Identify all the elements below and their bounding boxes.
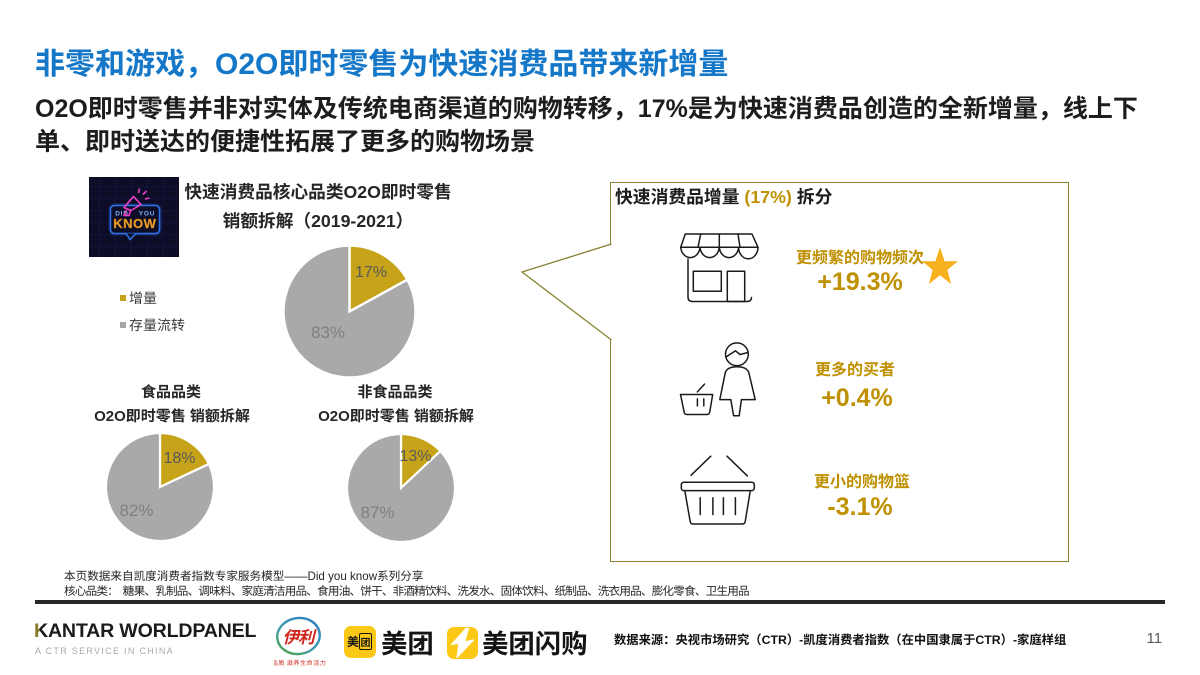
svg-text:YOU: YOU	[139, 211, 156, 218]
svg-text:DID: DID	[115, 211, 129, 218]
svg-text:伊利: 伊利	[283, 624, 318, 648]
svg-text:品质 滋养生命活力: 品质 滋养生命活力	[274, 658, 326, 667]
svg-text:KNOW: KNOW	[113, 216, 156, 231]
